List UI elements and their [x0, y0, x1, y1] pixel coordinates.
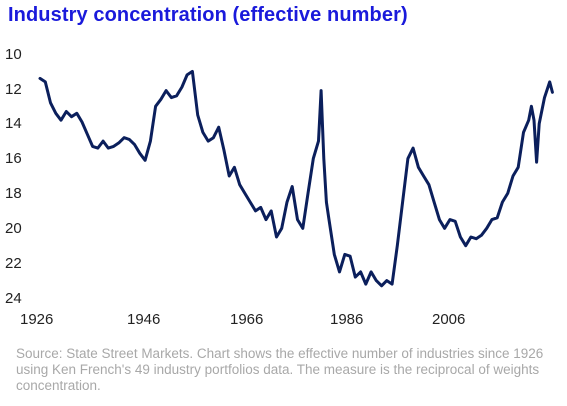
x-tick-label: 1926: [20, 311, 53, 328]
y-tick-label: 16: [5, 150, 22, 167]
y-tick-label: 22: [5, 255, 22, 272]
y-tick-label: 18: [5, 185, 22, 202]
y-tick-label: 24: [5, 290, 22, 307]
y-tick-label: 12: [5, 81, 22, 98]
x-axis-ticks: 1926 1946 1966 1986 2006: [20, 311, 465, 328]
y-tick-label: 14: [5, 115, 22, 132]
line-chart: 10 12 14 16 18 20 22 24 1926 1946 1966 1…: [5, 46, 554, 328]
y-tick-label: 10: [5, 46, 22, 63]
x-tick-label: 1986: [330, 311, 363, 328]
x-tick-label: 1946: [127, 311, 160, 328]
series-line: [38, 69, 554, 288]
y-tick-label: 20: [5, 220, 22, 237]
source-note: Source: State Street Markets. Chart show…: [16, 346, 544, 393]
series-layer: [38, 69, 554, 288]
x-tick-label: 2006: [432, 311, 465, 328]
y-axis-ticks: 10 12 14 16 18 20 22 24: [5, 46, 22, 307]
x-tick-label: 1966: [230, 311, 263, 328]
chart-title: Industry concentration (effective number…: [8, 4, 408, 26]
